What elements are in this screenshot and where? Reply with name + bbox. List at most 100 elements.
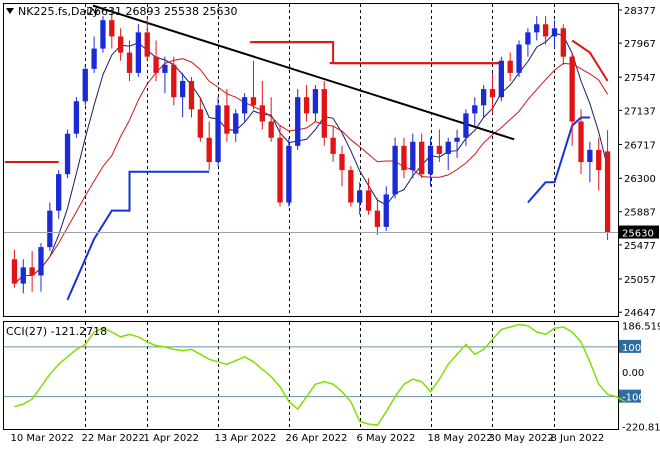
candle: [20, 259, 26, 294]
candle-body: [100, 20, 106, 49]
candle-body: [73, 101, 80, 134]
candle-body: [215, 105, 221, 163]
x-tick-label: 1 Apr 2022: [144, 433, 199, 444]
candle-body: [179, 80, 186, 98]
last-price-box: [619, 225, 659, 239]
candle: [578, 109, 584, 175]
triangle-down-icon: [6, 8, 14, 14]
candle-body: [126, 52, 133, 73]
candle-body: [241, 97, 248, 114]
candle: [498, 56, 504, 102]
candle-body: [463, 113, 469, 138]
candle-body: [162, 64, 168, 73]
ma-fast-line: [14, 32, 609, 284]
candle-body: [118, 36, 124, 53]
candle-body: [401, 145, 407, 171]
candle-body: [551, 28, 558, 37]
candle: [542, 16, 549, 45]
candle: [64, 129, 71, 179]
candle-body: [365, 190, 372, 211]
candle: [82, 64, 88, 106]
cci-title: CCI(27) -121.2718: [6, 325, 107, 338]
candle: [436, 129, 443, 163]
candle: [118, 28, 124, 61]
candle-body: [498, 60, 504, 98]
candle: [480, 85, 487, 118]
y-tick-label: 26300: [624, 174, 656, 185]
cci-level-box: [619, 339, 641, 353]
candle-body: [286, 145, 292, 203]
candle: [560, 24, 566, 65]
y-tick-label: 26717: [624, 140, 656, 151]
cci-tick-label: 186.5198: [622, 321, 660, 332]
candle: [179, 72, 186, 118]
candle-body: [436, 145, 443, 154]
candle-body: [339, 153, 345, 171]
candle-body: [233, 113, 239, 134]
candle-body: [348, 170, 354, 203]
x-tick-label: 18 May 2022: [428, 433, 493, 444]
y-tick-label: 25477: [624, 241, 656, 252]
candle-body: [454, 137, 460, 142]
candle: [312, 85, 319, 122]
cci-panel-frame: [3, 321, 619, 430]
cci-level-box: [619, 389, 641, 403]
candle-body: [277, 137, 283, 203]
candle: [295, 89, 301, 150]
candle-body: [578, 121, 584, 163]
candle-body: [250, 97, 257, 106]
candle: [596, 137, 602, 191]
candle-body: [507, 60, 513, 73]
candle-body: [153, 56, 159, 73]
candle: [162, 56, 168, 94]
candle-body: [392, 145, 398, 195]
candle-body: [560, 28, 566, 57]
candle: [56, 170, 62, 219]
candle-body: [268, 121, 274, 138]
candle-body: [135, 32, 142, 73]
candle: [215, 97, 221, 167]
candle: [171, 56, 177, 106]
candle: [197, 97, 203, 142]
candle: [551, 20, 558, 49]
candle-body: [312, 89, 319, 114]
header: NK225.fs,Daily 26631 26893 25538 25630: [6, 5, 237, 18]
candle-body: [295, 97, 301, 146]
resistance-step-line: [253, 41, 502, 65]
candle: [339, 145, 345, 187]
candle-body: [516, 44, 522, 73]
candle-body: [109, 20, 115, 37]
candle-body: [197, 109, 203, 138]
last-price-label: 25630: [622, 229, 654, 240]
x-tick-label: 26 Apr 2022: [286, 433, 348, 444]
candle: [507, 52, 513, 81]
x-tick-label: 22 Mar 2022: [82, 433, 145, 444]
candle: [268, 97, 274, 142]
x-tick-label: 8 Jun 2022: [551, 433, 605, 444]
support-step-line: [527, 116, 590, 204]
cci-tick-label: 0.00: [622, 368, 644, 379]
candle: [250, 60, 257, 110]
support-step-line: [66, 170, 210, 301]
candle-body: [11, 259, 18, 284]
candle: [321, 80, 327, 146]
candle: [277, 125, 283, 207]
ma-slow-line: [14, 58, 609, 284]
candle-body: [587, 149, 593, 163]
candle-body: [427, 145, 434, 175]
candle-body: [596, 149, 602, 171]
y-tick-label: 25057: [624, 275, 656, 286]
candle: [427, 137, 434, 187]
candle: [330, 125, 336, 163]
candle: [188, 76, 195, 118]
candle-body: [188, 80, 195, 110]
candle: [135, 24, 142, 77]
candle-body: [64, 133, 71, 175]
candle-body: [259, 105, 265, 122]
cci-series-line: [14, 323, 626, 427]
y-tick-label: 27547: [624, 73, 656, 84]
candle: [472, 97, 478, 126]
candle-body: [20, 267, 26, 284]
candle-body: [38, 247, 44, 276]
trend-line: [92, 4, 515, 141]
